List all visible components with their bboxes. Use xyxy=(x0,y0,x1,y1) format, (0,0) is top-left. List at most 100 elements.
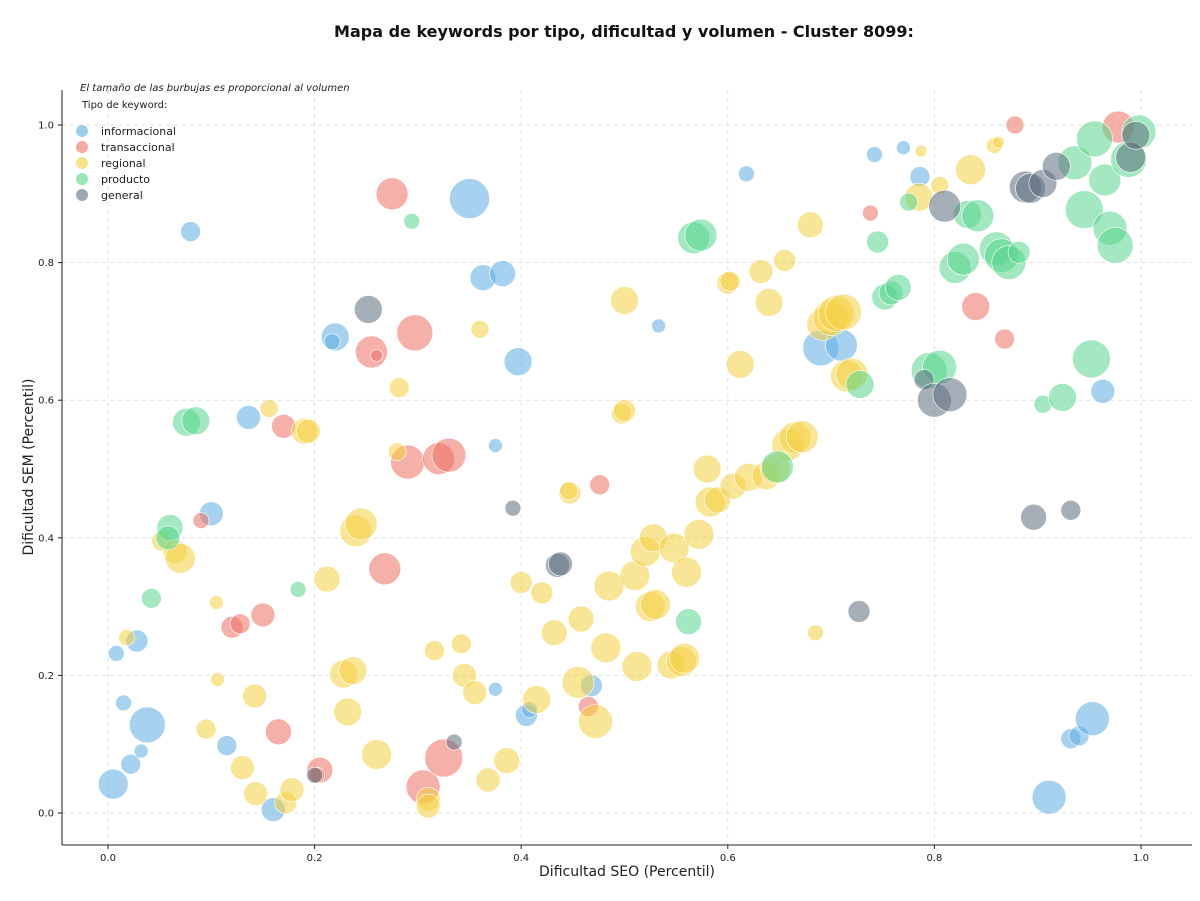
bubble-regional xyxy=(593,570,625,602)
bubble-regional xyxy=(230,755,255,780)
legend-label-general: general xyxy=(101,189,143,202)
bubble-producto xyxy=(866,230,889,254)
bubble-transaccional xyxy=(589,474,611,496)
bubble-informacional xyxy=(129,706,166,744)
bubble-general xyxy=(1042,152,1071,181)
bubble-regional xyxy=(522,685,552,714)
bubble-regional xyxy=(748,259,774,284)
bubble-producto xyxy=(761,450,794,484)
bubble-regional xyxy=(955,154,986,185)
bubble-transaccional xyxy=(375,177,409,211)
bubble-producto xyxy=(289,581,307,598)
bubble-regional xyxy=(914,144,928,158)
bubble-regional xyxy=(692,454,722,484)
bubble-producto xyxy=(141,587,162,609)
bubble-general xyxy=(1121,121,1151,150)
bubble-general xyxy=(1060,499,1082,521)
bubble-regional xyxy=(658,532,690,564)
legend-marker-general xyxy=(76,189,88,201)
bubble-regional xyxy=(387,442,407,462)
x-tick-label: 0.6 xyxy=(720,853,736,864)
series-informacional xyxy=(97,140,1116,822)
bubble-regional xyxy=(165,543,196,574)
bubble-regional xyxy=(683,519,715,550)
bubble-transaccional xyxy=(431,437,467,473)
bubble-informacional xyxy=(488,438,503,453)
bubble-regional xyxy=(509,571,533,594)
bubble-transaccional xyxy=(961,292,991,321)
legend-marker-informacional xyxy=(76,125,88,137)
x-tick-label: 0.2 xyxy=(307,853,323,864)
bubble-regional xyxy=(559,481,579,501)
bubble-informacional xyxy=(115,694,132,712)
y-tick-label: 0.4 xyxy=(38,533,54,544)
bubble-transaccional xyxy=(396,314,434,352)
bubble-informacional xyxy=(236,405,261,430)
bubble-transaccional xyxy=(862,204,879,222)
bubble-regional xyxy=(296,418,321,444)
y-tick-label: 0.8 xyxy=(38,258,54,269)
bubble-transaccional xyxy=(370,349,383,362)
bubble-regional xyxy=(992,135,1005,149)
bubble-regional xyxy=(475,767,501,793)
bubble-producto xyxy=(884,274,912,301)
legend-label-informacional: informacional xyxy=(101,125,176,138)
bubble-regional xyxy=(773,249,796,272)
bubble-producto xyxy=(675,608,702,636)
bubble-regional xyxy=(118,629,135,646)
x-tick-label: 0.8 xyxy=(926,853,942,864)
bubble-regional xyxy=(344,507,378,541)
bubble-informacional xyxy=(896,140,911,155)
legend-marker-transaccional xyxy=(76,141,88,153)
bubble-producto xyxy=(845,370,875,399)
bubble-general xyxy=(504,499,522,517)
bubble-regional xyxy=(807,624,824,642)
bubble-informacional xyxy=(120,753,141,775)
bubble-transaccional xyxy=(229,613,251,635)
y-tick-label: 0.6 xyxy=(38,396,54,407)
bubble-general xyxy=(932,377,968,413)
y-axis-label: Dificultad SEM (Percentil) xyxy=(21,379,37,556)
bubble-informacional xyxy=(133,743,149,759)
bubble-general xyxy=(847,600,871,623)
bubble-regional xyxy=(242,683,267,709)
legend-label-producto: producto xyxy=(101,173,150,186)
y-tick-label: 0.2 xyxy=(38,671,54,682)
bubble-producto xyxy=(1096,227,1134,264)
legend-title: Tipo de keyword: xyxy=(81,100,167,111)
y-tick-label: 0.0 xyxy=(38,809,54,820)
bubble-regional xyxy=(388,377,410,399)
bubble-layer xyxy=(97,110,1157,822)
bubble-regional xyxy=(613,399,636,422)
bubble-general xyxy=(353,295,383,324)
bubble-regional xyxy=(725,350,755,379)
bubble-regional xyxy=(195,718,217,740)
bubble-general xyxy=(306,766,323,784)
bubble-general xyxy=(445,733,463,751)
bubble-regional xyxy=(450,633,472,655)
axis-ticks: 0.0 0.2 0.4 0.6 0.8 1.0 0.0 0.2 0.4 0.6 0.8 1.0 xyxy=(38,121,1149,865)
bubble-informacional xyxy=(1031,779,1067,815)
bubble-producto xyxy=(181,406,211,436)
bubble-general xyxy=(928,189,962,223)
bubble-regional xyxy=(333,697,363,727)
bubble-producto xyxy=(1064,190,1104,229)
x-axis-label: Dificultad SEO (Percentil) xyxy=(539,864,715,880)
bubble-transaccional xyxy=(265,718,292,746)
bubble-producto xyxy=(1048,383,1077,412)
bubble-regional xyxy=(621,651,653,682)
bubble-informacional xyxy=(503,347,533,377)
bubble-regional xyxy=(462,680,488,705)
bubble-informacional xyxy=(738,165,755,183)
legend: Tipo de keyword: informacional transaccio… xyxy=(76,100,176,202)
bubble-regional xyxy=(590,632,622,664)
bubble-general xyxy=(548,551,573,577)
series-general xyxy=(306,121,1151,784)
bubble-regional xyxy=(719,270,741,292)
bubble-regional xyxy=(493,747,521,775)
bubble-informacional xyxy=(866,146,883,163)
bubble-informacional xyxy=(488,681,503,697)
bubble-regional xyxy=(530,581,554,605)
bubble-size-note: El tamaño de las burbujas es proporciona… xyxy=(80,83,350,94)
bubble-informacional xyxy=(97,768,129,800)
